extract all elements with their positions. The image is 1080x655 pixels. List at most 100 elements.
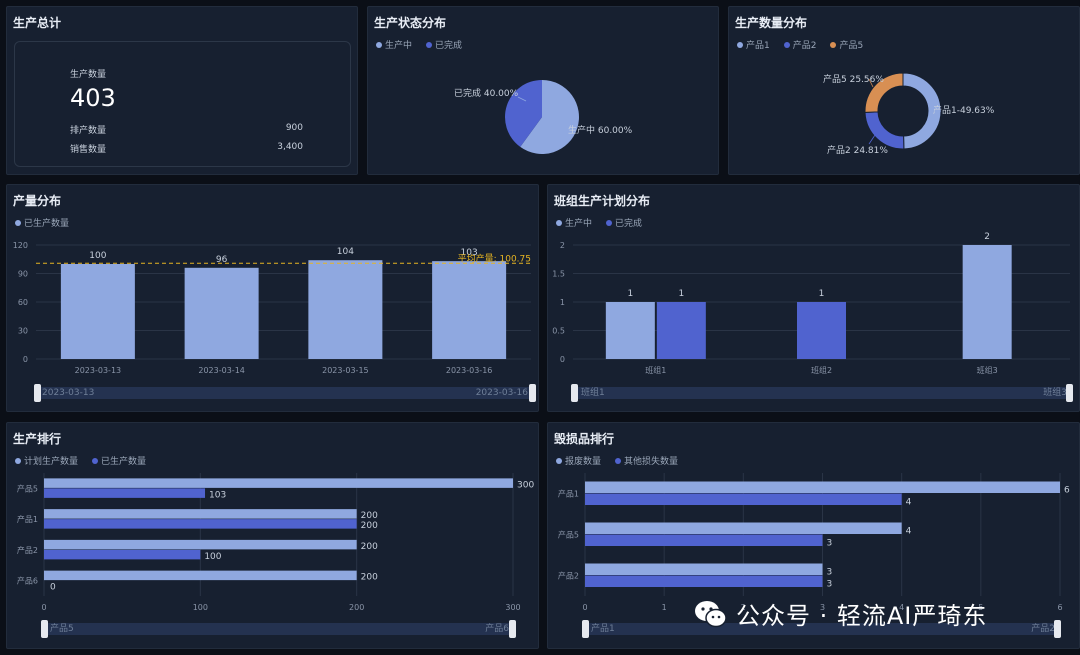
y-tick-label: 产品5 [558,530,579,540]
status-panel: 生产状态分布 生产中 已完成 生产中 60.00% 已完成 40.00% [367,6,719,175]
damage-zoom-slider[interactable]: 产品1 产品2 [582,620,1061,638]
legend-dot-icon [556,457,562,464]
x-tick-label: 2023-03-16 [446,366,493,375]
bar-value-label: 96 [216,255,228,265]
team-zoom-slider[interactable]: 班组1 班组3 [571,384,1073,402]
slider-start-handle[interactable] [571,384,578,402]
legend-dot-icon [737,41,743,48]
pie-slice-1 [505,80,542,147]
bar-value-label: 6 [1064,486,1070,496]
bar-value-label: 200 [361,521,378,531]
prod-label: 生产数量 [70,70,107,80]
y-tick-label: 1.5 [552,270,565,279]
slider-end-handle[interactable] [1066,384,1073,402]
x-tick-label: 0 [41,603,46,612]
summary-title: 生产总计 [13,16,62,30]
summary-panel: 生产总计 生产数量 403 排产数量 900 销售数量 3,400 [6,6,358,175]
y-tick-label: 90 [18,270,28,279]
legend-item-produced[interactable]: 已生产数量 [15,216,69,229]
status-pie-chart: 生产中 60.00% 已完成 40.00% [454,80,633,154]
hbar-1-0 [585,522,902,534]
sales-value: 3,400 [277,142,303,152]
status-legend: 生产中 已完成 [376,38,462,51]
output-zoom-slider[interactable]: 2023-03-13 2023-03-16 [34,384,536,402]
bar-value-label: 200 [361,573,378,583]
bar-value-label: 104 [337,247,354,257]
slider-start-handle[interactable] [34,384,41,402]
legend-dot-icon [92,457,99,464]
bar-value-label: 4 [906,527,912,537]
y-tick-label: 产品2 [558,571,579,581]
bar-0-0 [60,264,135,359]
rank-title: 生产排行 [13,432,62,446]
bar-value-label: 100 [89,251,106,261]
bar-value-label: 3 [827,568,833,578]
legend-dot-icon [615,457,622,464]
hbar-2-1 [585,575,823,587]
watermark: 公众号 · 轻流AI严琦东 [694,596,987,631]
legend-item-scrap[interactable]: 报废数量 [556,454,601,467]
x-tick-label: 200 [349,603,364,612]
legend-item-other-loss[interactable]: 其他损失数量 [615,454,678,467]
hbar-0-0 [44,478,513,488]
legend-item-completed[interactable]: 已完成 [426,38,462,51]
bar-value-label: 1 [678,289,684,299]
y-tick-label: 60 [18,298,28,307]
slider-start-handle[interactable] [41,620,48,638]
status-title: 生产状态分布 [374,16,447,30]
legend-item-completed[interactable]: 已完成 [606,216,642,229]
pie-slice-0 [520,80,579,154]
legend-dot-icon [376,41,382,48]
output-bar-chart: 0 30 60 90 120 2023-03-13 100 2023-03-14 96 2023-… [13,241,531,375]
rank-zoom-slider[interactable]: 产品5 产品6 [41,620,516,638]
legend-item-product1[interactable]: 产品1 [737,38,770,51]
quantity-title: 生产数量分布 [735,16,808,30]
bar-2-0 [962,245,1012,359]
y-tick-label: 产品1 [558,489,579,499]
legend-dot-icon [15,457,21,464]
legend-item-in-production[interactable]: 生产中 [376,38,412,51]
slider-end-handle[interactable] [509,620,516,638]
slider-start-label: 2023-03-13 [42,388,95,398]
legend-item-produced[interactable]: 已生产数量 [92,454,146,467]
bar-value-label: 4 [906,498,912,508]
y-tick-label: 0.5 [552,327,565,336]
legend-dot-icon [426,41,433,48]
bar-value-label: 200 [361,542,378,552]
damage-panel: 毁损品排行 报废数量 其他损失数量 0 1 2 3 4 5 6 产品1 6 4 产品5 4 3 产品2 3 3… [547,422,1080,649]
slider-end-label: 产品6 [485,624,509,634]
y-tick-label: 产品2 [17,545,38,555]
x-tick-label: 2023-03-13 [75,366,122,375]
x-tick-label: 2 [741,603,746,612]
hbar-0-0 [585,481,1060,493]
hbar-0-1 [585,493,902,505]
bar-value-label: 3 [827,539,833,549]
bar-value-label: 300 [517,480,534,490]
x-tick-label: 6 [1057,603,1062,612]
rank-panel: 生产排行 计划生产数量 已生产数量 0 100 200 300 产品5 300 103 产品1… [6,422,539,649]
bar-value-label: 103 [461,248,478,258]
legend-item-product5[interactable]: 产品5 [830,38,863,51]
slider-end-handle[interactable] [529,384,536,402]
y-tick-label: 产品6 [17,576,38,586]
bar-2-0 [308,260,383,359]
x-tick-label: 2023-03-15 [322,366,369,375]
team-legend: 生产中 已完成 [556,216,642,229]
pie-label-1: 已完成 40.00% [454,87,519,99]
y-tick-label: 2 [560,241,565,250]
slider-start-label: 班组1 [581,388,605,398]
bar-1-1 [797,302,846,359]
slider-end-handle[interactable] [1054,620,1061,638]
x-tick-label: 班组3 [977,365,998,375]
slider-start-handle[interactable] [582,620,589,638]
legend-item-planned[interactable]: 计划生产数量 [15,454,78,467]
legend-item-in-production[interactable]: 生产中 [556,216,592,229]
donut-label-line [868,134,876,145]
donut-label-line [868,78,874,88]
x-tick-label: 0 [582,603,587,612]
legend-item-product2[interactable]: 产品2 [783,38,816,51]
output-panel: 产量分布 已生产数量 0 30 60 90 120 2023-03-13 100 2023-0… [6,184,539,412]
legend-dot-icon [830,41,837,48]
x-tick-label: 3 [820,603,825,612]
